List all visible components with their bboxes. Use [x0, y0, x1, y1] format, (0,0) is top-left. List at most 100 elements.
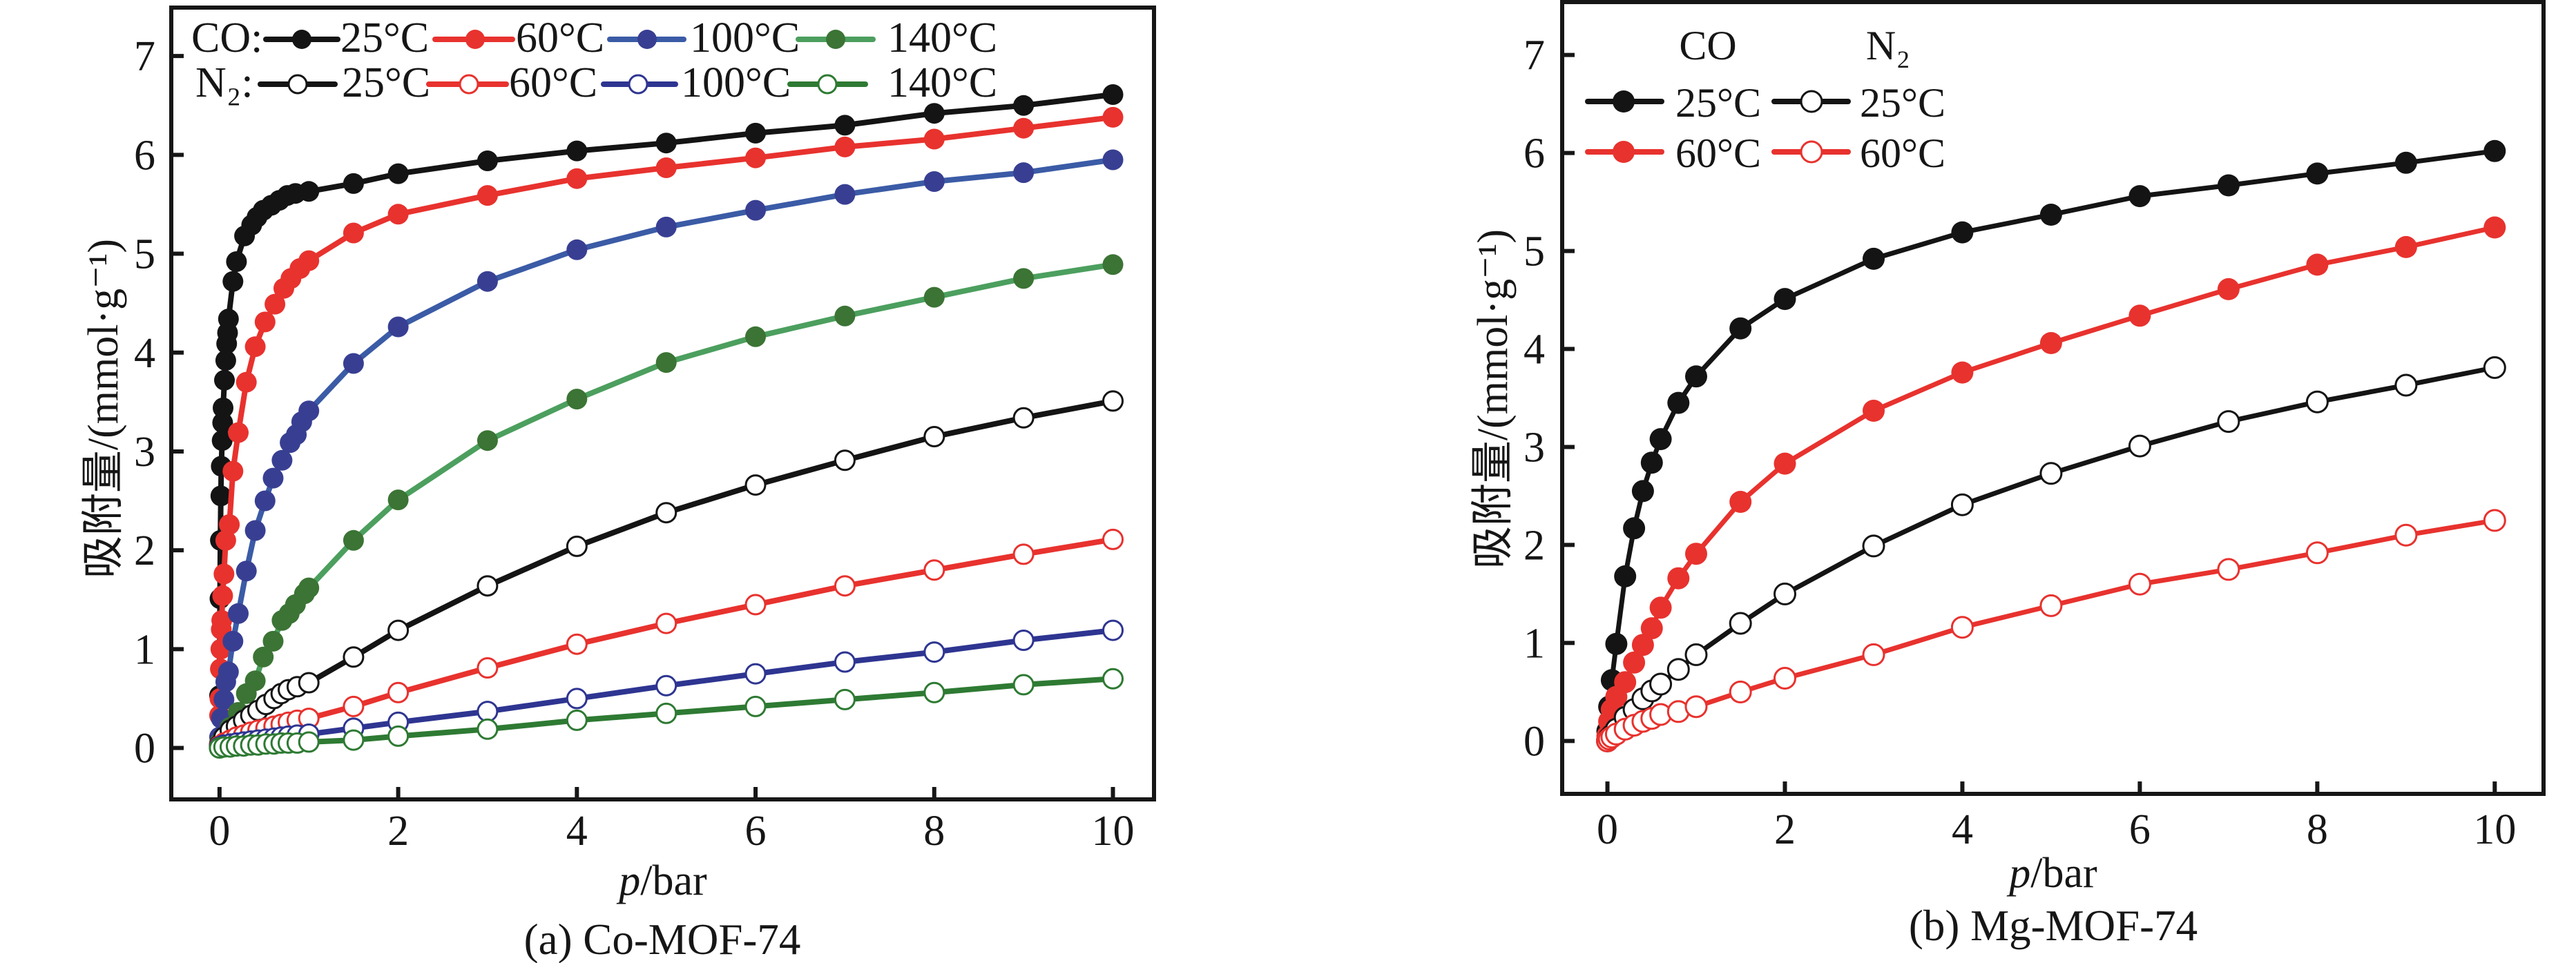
data-point: [387, 681, 410, 703]
y-axis: 0 1 2 3 4 5 6 7: [134, 33, 184, 772]
data-point: [298, 181, 320, 202]
series-co-140c: [209, 254, 1124, 754]
series-co-100c: [209, 149, 1124, 748]
chart-mg-mof-74: 0 2 4 6 8 10 0 1 2 3 4 5 6 7 p/bar 吸附量/(mmol·g⁻¹) (b) Mg…: [1470, 0, 2546, 950]
data-point: [745, 326, 766, 347]
data-point: [477, 185, 498, 206]
data-point: [254, 311, 276, 333]
legend-label: 60°C: [516, 14, 604, 61]
data-point: [2217, 410, 2240, 434]
data-point: [1102, 668, 1124, 690]
legend-entry-co-100c: 100°C: [607, 14, 800, 61]
x-axis-label-variable: p: [2006, 850, 2030, 897]
data-point: [923, 103, 945, 124]
legend-group-label: CO: [1679, 23, 1736, 68]
data-point: [343, 695, 365, 717]
data-point: [923, 171, 945, 192]
data-point: [1774, 582, 1796, 605]
x-axis-label: p/bar: [2006, 850, 2097, 897]
legend-label: 140°C: [887, 59, 997, 106]
data-point: [1013, 117, 1035, 139]
data-point: [343, 646, 365, 668]
legend-marker: [292, 30, 311, 49]
data-point: [1102, 390, 1124, 412]
data-point: [2394, 523, 2418, 547]
data-point: [834, 115, 856, 136]
legend-label: 60°C: [1860, 130, 1945, 176]
legend-entry-co-60c: 60°C: [1585, 130, 1761, 176]
x-tick-label: 8: [2307, 806, 2328, 853]
data-point: [1012, 630, 1035, 651]
y-axis: 0 1 2 3 4 5 6 7: [1524, 32, 1575, 765]
data-point: [1013, 162, 1035, 184]
data-point: [1614, 565, 1637, 587]
data-point: [1102, 84, 1124, 105]
data-point: [2217, 278, 2240, 300]
data-point: [1605, 632, 1628, 655]
data-point: [1950, 616, 1974, 639]
data-point: [222, 271, 244, 292]
data-point: [236, 561, 257, 582]
data-point: [298, 577, 320, 599]
data-point: [213, 397, 233, 418]
data-point: [213, 563, 235, 585]
legend-label: 60°C: [509, 59, 597, 106]
y-tick-label: 4: [1524, 327, 1545, 373]
series-layer: [209, 84, 1124, 759]
y-tick-label: 2: [134, 527, 155, 574]
data-point: [744, 594, 767, 616]
data-point: [244, 670, 266, 692]
data-point: [2217, 174, 2240, 197]
data-point: [2483, 139, 2506, 162]
data-point: [343, 729, 365, 751]
data-point: [923, 286, 945, 308]
y-axis-label: 吸附量/(mmol·g⁻¹): [1470, 229, 1517, 569]
y-tick-label: 1: [1524, 620, 1545, 667]
data-point: [343, 529, 364, 551]
legend-entry-n2-25c: 25°C: [258, 59, 430, 106]
data-point: [2039, 332, 2062, 354]
y-tick-label: 3: [134, 429, 155, 476]
data-point: [254, 490, 276, 512]
legend-label: 25°C: [342, 59, 430, 106]
legend-marker: [459, 74, 479, 95]
data-point: [387, 619, 410, 641]
data-point: [1102, 528, 1124, 550]
legend-marker: [628, 74, 648, 95]
legend-label: 25°C: [340, 14, 429, 61]
data-point: [244, 336, 266, 358]
y-tick-label: 0: [1524, 718, 1545, 765]
data-point: [834, 449, 856, 471]
legend-entry-co-25c: 25°C: [263, 14, 429, 61]
x-tick-label: 0: [209, 808, 230, 855]
legend-marker: [637, 30, 657, 49]
data-point: [387, 725, 410, 747]
chart-caption: (b) Mg-MOF-74: [1909, 902, 2198, 950]
legend-marker: [1800, 90, 1823, 113]
legend-entry-co-25c: 25°C: [1585, 80, 1761, 126]
data-point: [1631, 634, 1654, 656]
data-point: [744, 695, 767, 717]
legend-label: 60°C: [1675, 130, 1761, 176]
data-point: [1862, 534, 1885, 558]
series-layer: [1596, 139, 2506, 752]
data-point: [1102, 619, 1124, 641]
x-tick-label: 8: [923, 808, 945, 855]
legend-group-label: N₂: [1866, 23, 1910, 68]
legend-label: 100°C: [690, 14, 800, 61]
data-point: [477, 718, 499, 740]
legend-label: 100°C: [681, 59, 791, 106]
data-point: [2483, 509, 2506, 532]
data-point: [298, 672, 320, 694]
legend-entry-n2-140c: 140°C: [787, 59, 997, 106]
data-point: [1774, 288, 1796, 311]
data-point: [745, 147, 766, 168]
data-point: [1684, 695, 1708, 719]
y-tick-label: 6: [134, 132, 155, 179]
data-point: [212, 585, 233, 606]
series-n2-140c: [209, 668, 1124, 759]
data-point: [298, 250, 320, 271]
data-point: [210, 485, 231, 507]
data-point: [387, 489, 409, 511]
data-point: [298, 731, 320, 753]
